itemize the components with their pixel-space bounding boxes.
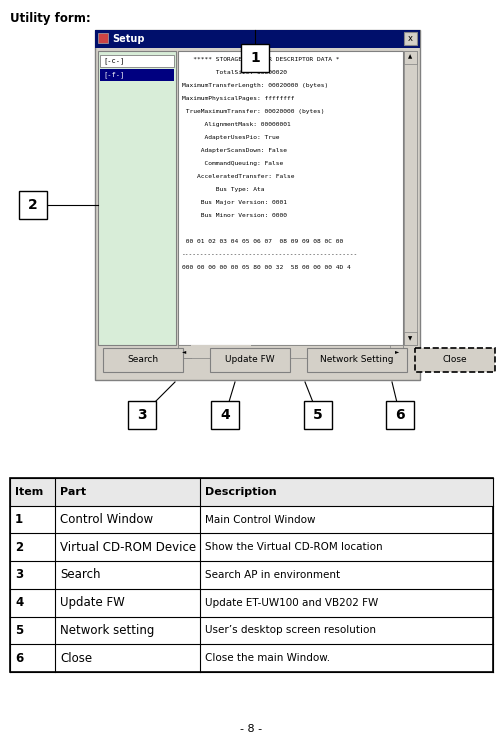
Text: [-f-]: [-f-] [103, 72, 124, 79]
FancyBboxPatch shape [178, 51, 403, 345]
Text: Search: Search [60, 568, 101, 582]
Text: CommandQueuing: False: CommandQueuing: False [182, 161, 283, 166]
Text: 000 00 00 00 00 05 80 00 32  58 00 00 00 4D 4: 000 00 00 00 00 05 80 00 32 58 00 00 00 … [182, 265, 351, 270]
Text: Update FW: Update FW [60, 597, 125, 609]
Text: [-c-]: [-c-] [103, 58, 124, 64]
Text: AlignmentMask: 00000001: AlignmentMask: 00000001 [182, 122, 291, 127]
Text: Item: Item [15, 487, 43, 497]
FancyBboxPatch shape [95, 30, 420, 380]
Text: AdapterUsesPio: True: AdapterUsesPio: True [182, 135, 280, 140]
Text: ◄: ◄ [182, 349, 186, 354]
FancyBboxPatch shape [178, 345, 191, 358]
Text: - 8 -: - 8 - [240, 724, 263, 734]
Text: x: x [408, 34, 413, 43]
Text: AdapterScansDown: False: AdapterScansDown: False [182, 148, 287, 153]
Text: Search: Search [127, 356, 158, 365]
FancyBboxPatch shape [210, 348, 290, 372]
Text: Part: Part [60, 487, 86, 497]
FancyBboxPatch shape [211, 401, 239, 429]
Text: TrueMaximumTransfer: 00020000 (bytes): TrueMaximumTransfer: 00020000 (bytes) [182, 109, 324, 114]
FancyBboxPatch shape [103, 348, 183, 372]
Text: TotalSize: 00000020: TotalSize: 00000020 [182, 70, 287, 75]
Text: Close the main Window.: Close the main Window. [205, 653, 330, 663]
FancyBboxPatch shape [98, 51, 176, 345]
Text: 3: 3 [15, 568, 23, 582]
Text: -----------------------------------------------: ----------------------------------------… [182, 252, 358, 257]
FancyBboxPatch shape [10, 478, 493, 672]
Text: MaximumPhysicalPages: ffffffff: MaximumPhysicalPages: ffffffff [182, 96, 294, 101]
FancyBboxPatch shape [100, 55, 174, 67]
FancyBboxPatch shape [191, 345, 251, 358]
FancyBboxPatch shape [128, 401, 156, 429]
FancyBboxPatch shape [241, 44, 269, 72]
FancyBboxPatch shape [98, 33, 108, 43]
Text: Search AP in environment: Search AP in environment [205, 570, 340, 580]
Text: ▲: ▲ [408, 55, 412, 59]
Text: 4: 4 [220, 408, 230, 422]
FancyBboxPatch shape [178, 345, 403, 358]
Text: Close: Close [443, 356, 467, 365]
Text: 5: 5 [15, 624, 23, 637]
Text: Virtual CD-ROM Device: Virtual CD-ROM Device [60, 541, 196, 554]
Text: Setup: Setup [112, 34, 144, 44]
Text: ►: ► [395, 349, 399, 354]
Text: 4: 4 [15, 597, 23, 609]
Text: 6: 6 [15, 651, 23, 665]
FancyBboxPatch shape [100, 69, 174, 81]
Text: 6: 6 [395, 408, 405, 422]
Text: Control Window: Control Window [60, 513, 153, 526]
FancyBboxPatch shape [404, 51, 417, 64]
Text: ▼: ▼ [408, 336, 412, 342]
Text: Bus Type: Ata: Bus Type: Ata [182, 187, 265, 192]
Text: 5: 5 [313, 408, 323, 422]
FancyBboxPatch shape [415, 348, 495, 372]
Text: Bus Minor Version: 0000: Bus Minor Version: 0000 [182, 213, 287, 218]
Text: 2: 2 [15, 541, 23, 554]
Text: User’s desktop screen resolution: User’s desktop screen resolution [205, 625, 376, 636]
Text: Description: Description [205, 487, 277, 497]
Text: Utility form:: Utility form: [10, 12, 91, 25]
Text: ***** STORAGE ADAPTER DESCRIPTOR DATA *: ***** STORAGE ADAPTER DESCRIPTOR DATA * [182, 57, 340, 62]
FancyBboxPatch shape [307, 348, 407, 372]
Text: AcceleratedTransfer: False: AcceleratedTransfer: False [182, 174, 294, 179]
Text: Network setting: Network setting [60, 624, 154, 637]
FancyBboxPatch shape [19, 191, 47, 219]
FancyBboxPatch shape [390, 345, 403, 358]
Text: 1: 1 [250, 51, 260, 65]
Text: 00 01 02 03 04 05 06 07  08 09 09 08 0C 00: 00 01 02 03 04 05 06 07 08 09 09 08 0C 0… [182, 239, 343, 244]
Text: Show the Virtual CD-ROM location: Show the Virtual CD-ROM location [205, 542, 383, 552]
FancyBboxPatch shape [95, 30, 420, 48]
Text: Close: Close [60, 651, 92, 665]
Text: Network Setting: Network Setting [320, 356, 394, 365]
FancyBboxPatch shape [404, 32, 417, 45]
FancyBboxPatch shape [10, 478, 493, 505]
Text: Bus Major Version: 0001: Bus Major Version: 0001 [182, 200, 287, 205]
Text: 2: 2 [28, 198, 38, 212]
Text: 1: 1 [15, 513, 23, 526]
Text: MaximumTransferLength: 00020000 (bytes): MaximumTransferLength: 00020000 (bytes) [182, 83, 328, 88]
FancyBboxPatch shape [304, 401, 332, 429]
Text: Update FW: Update FW [225, 356, 275, 365]
FancyBboxPatch shape [386, 401, 414, 429]
FancyBboxPatch shape [404, 332, 417, 345]
Text: 3: 3 [137, 408, 147, 422]
FancyBboxPatch shape [404, 51, 417, 345]
Text: Main Control Window: Main Control Window [205, 514, 315, 525]
Text: Update ET-UW100 and VB202 FW: Update ET-UW100 and VB202 FW [205, 598, 378, 608]
